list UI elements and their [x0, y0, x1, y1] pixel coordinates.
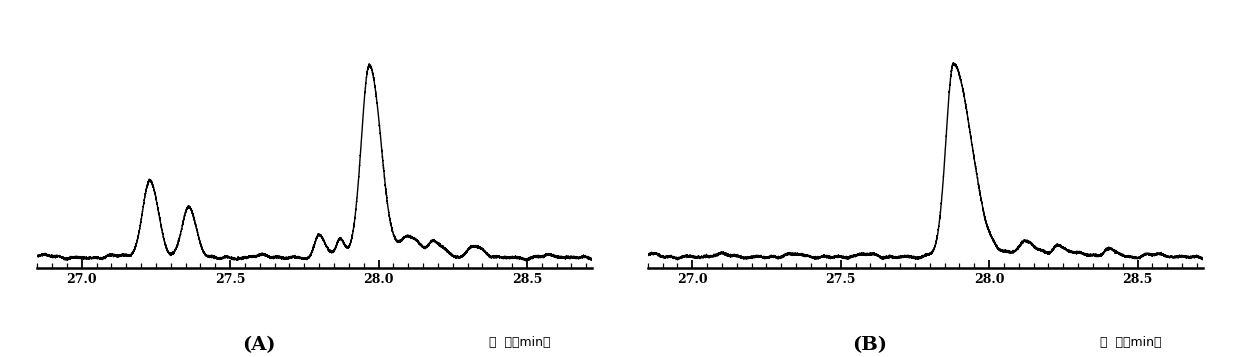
Text: (B): (B): [852, 336, 888, 354]
Text: 时  间（min）: 时 间（min）: [490, 336, 551, 349]
Text: (A): (A): [243, 336, 277, 354]
Text: 时  间（min）: 时 间（min）: [1100, 336, 1162, 349]
